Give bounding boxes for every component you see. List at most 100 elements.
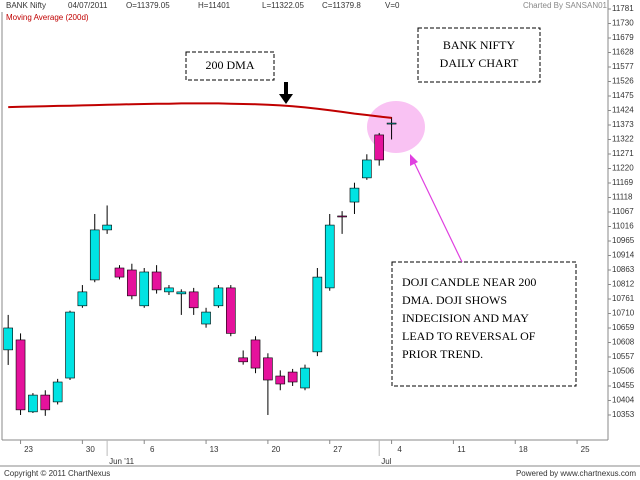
y-tick-label: 11067 [612,207,634,216]
y-tick-label: 10455 [612,381,635,390]
candle-body [28,394,38,413]
month-label: Jul [381,457,391,466]
y-tick-label: 10608 [612,338,635,347]
moving-average-line [8,102,392,119]
credit: Charted By SANSAN01 [523,1,608,10]
y-tick-label: 11016 [612,222,634,231]
candle-body [139,271,150,307]
x-tick-label: 4 [397,445,402,454]
candle-body [238,357,248,363]
candle-body [349,187,360,203]
x-tick-label: 6 [150,445,155,454]
annotation: 200 DMA [205,58,254,72]
x-tick-label: 27 [333,445,342,454]
candle-body [102,224,112,231]
candle-body [201,311,211,325]
candle-body [312,276,323,353]
candle-body [287,371,298,383]
annotation: BANK NIFTY [443,38,516,52]
candle-body [127,269,137,297]
candle-body [65,311,75,379]
y-tick-label: 11628 [612,48,634,57]
volume-label: V=0 [385,1,400,10]
x-tick-label: 13 [210,445,219,454]
candle-body [213,287,224,307]
y-tick-label: 11526 [612,77,634,86]
month-label: Jun '11 [109,457,135,466]
y-tick-label: 10557 [612,352,635,361]
annotation: DOJI CANDLE NEAR 200 [402,275,536,289]
footer-right: Powered by www.chartnexus.com [516,469,636,478]
y-tick-label: 11475 [612,91,634,100]
candle-body [3,327,13,351]
y-tick-label: 11781 [612,4,634,13]
y-tick-label: 11220 [612,164,634,173]
y-tick-label: 11424 [612,106,634,115]
date: 04/07/2011 [68,1,108,10]
arrow-head [279,94,293,104]
candle-body [52,381,63,403]
candle-body [151,271,162,291]
y-tick-label: 11271 [612,149,634,158]
y-tick-label: 10710 [612,309,635,318]
close-label: C=11379.8 [322,1,361,10]
annotation: PRIOR TREND. [402,347,483,361]
candle-body [337,215,347,218]
y-tick-label: 10506 [612,367,635,376]
y-tick-label: 10914 [612,251,635,260]
high-label: H=11401 [198,1,231,10]
y-tick-label: 11373 [612,120,634,129]
candle-body [89,229,100,281]
x-tick-label: 30 [86,445,95,454]
y-tick-label: 10353 [612,410,635,419]
y-tick-label: 10812 [612,280,635,289]
annotation: DAILY CHART [440,56,519,70]
legend-entry: Moving Average (200d) [6,13,89,22]
y-tick-label: 11118 [612,193,633,202]
x-tick-label: 25 [581,445,590,454]
annotation: LEAD TO REVERSAL OF [402,329,536,343]
annotation-box [185,51,275,81]
y-tick-label: 11730 [612,19,634,28]
annotation-box [391,261,577,387]
open-label: O=11379.05 [126,1,170,10]
pointer-head [410,154,418,166]
y-tick-label: 10965 [612,236,635,245]
candle-body [374,134,385,161]
symbol: BANK Nifty [6,1,46,10]
y-tick-label: 10404 [612,396,635,405]
footer-left: Copyright © 2011 ChartNexus [4,469,110,478]
annotation: DMA. DOJI SHOWS [402,293,507,307]
y-tick-label: 10863 [612,265,635,274]
candle-body [188,291,199,309]
y-tick-label: 11679 [612,33,634,42]
y-tick-label: 11322 [612,135,634,144]
y-tick-label: 10761 [612,294,635,303]
candle-body [176,291,187,295]
candle-body [386,122,397,125]
candle-body [250,339,261,369]
y-tick-label: 11169 [612,178,634,187]
low-label: L=11322.05 [262,1,304,10]
candle-body [114,267,125,278]
candle-body [77,291,88,307]
candle-body [275,375,286,385]
x-tick-label: 23 [24,445,33,454]
candle-body [225,287,236,334]
candle-body [164,287,174,293]
candle-body [362,159,372,179]
candle-body [40,394,51,411]
x-tick-label: 11 [457,445,466,454]
annotation: INDECISION AND MAY [402,311,529,325]
candle-body [15,339,26,411]
x-tick-label: 18 [519,445,528,454]
candle-body [300,367,310,389]
candle-body [324,224,335,289]
y-tick-label: 10659 [612,323,635,332]
candle-body [263,357,273,381]
y-tick-label: 11577 [612,62,634,71]
pointer-line [412,159,463,263]
x-tick-label: 20 [271,445,280,454]
